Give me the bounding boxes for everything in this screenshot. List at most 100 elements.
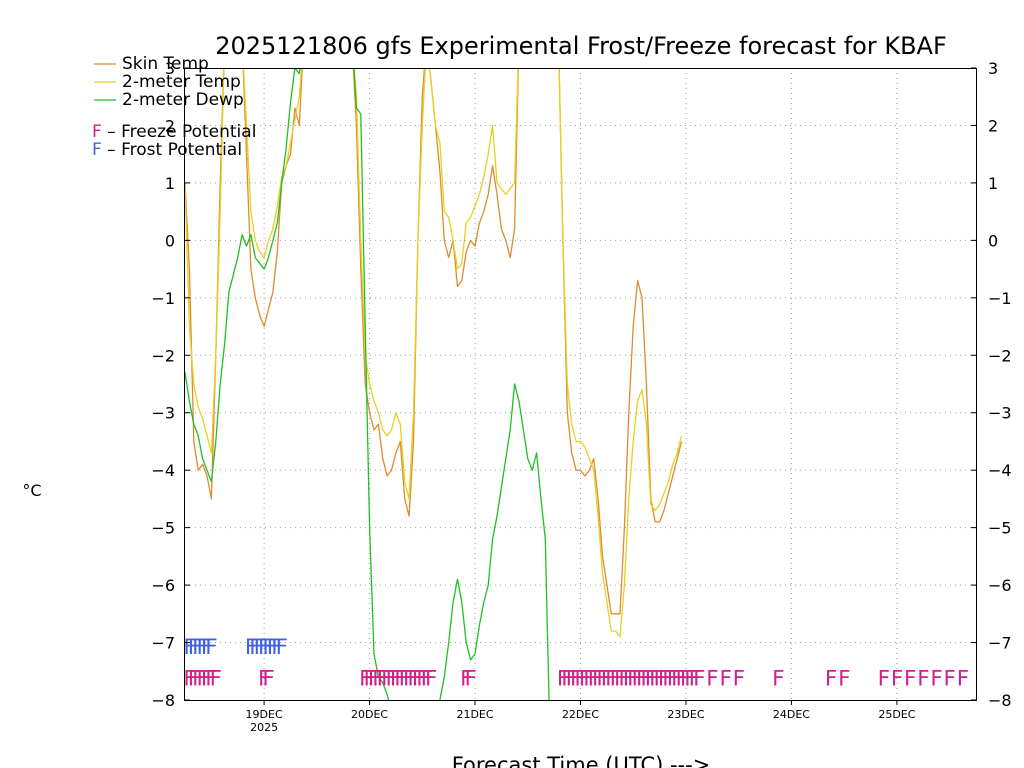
y-tick-label-left: −6 [151,576,175,595]
freeze-flag: F [693,667,706,691]
freeze-flag: F [649,667,662,691]
freeze-flag: F [662,667,675,691]
y-tick-label-right: −7 [988,634,1012,653]
grid [185,68,976,700]
series-line-skin-temp [185,68,683,615]
freeze-flag: F [772,667,785,691]
freeze-flag: F [653,667,666,691]
freeze-flag: F [407,667,420,691]
freeze-flag: F [359,667,372,691]
freeze-flag: F [877,667,890,691]
frost-flag: F [192,635,205,659]
freeze-flag: F [398,667,411,691]
y-tick-label-left: 3 [165,59,175,78]
freeze-flag: F [719,667,732,691]
y-tick-label-right: 1 [988,174,998,193]
x-axis-label: Forecast Time (UTC) ---> [452,753,711,768]
freeze-flag: F [636,667,649,691]
frost-flag: F [196,635,209,659]
y-axis-label: °C [22,481,41,500]
frost-flag: F [249,635,262,659]
frost-flag: F [187,635,200,659]
freeze-flag: F [825,667,838,691]
y-tick-label-right: 2 [988,116,998,135]
freeze-flag: F [425,667,438,691]
freeze-flag: F [372,667,385,691]
frost-flag: F [253,635,266,659]
freeze-flag: F [671,667,684,691]
legend-label: F – Freeze Potential [92,122,256,142]
legend-label: 2-meter Dewp [122,90,244,110]
freeze-flag: F [666,667,679,691]
x-tick-label: 19DEC [246,708,283,721]
freeze-flag: F [570,667,583,691]
freeze-flag: F [956,667,969,691]
y-tick-label-left: −7 [151,634,175,653]
y-tick-label-left: −5 [151,519,175,538]
freeze-flag: F [557,667,570,691]
legend-label: 2-meter Temp [122,72,241,92]
frost-flag: F [275,635,288,659]
series-line-2-meter-dewp [185,68,550,700]
freeze-flag: F [706,667,719,691]
y-tick-label-left: −2 [151,346,175,365]
y-tick-label-left: 2 [165,116,175,135]
chart-title: 2025121806 gfs Experimental Frost/Freeze… [215,32,947,60]
freeze-flag: F [583,667,596,691]
freeze-flag: F [609,667,622,691]
freeze-flag: F [675,667,688,691]
series-line-2-meter-temp [185,68,683,638]
x-tick-label: 21DEC [456,708,493,721]
y-tick-label-right: −6 [988,576,1012,595]
frost-flag: F [205,635,218,659]
frost-flag: F [183,635,196,659]
freeze-flag: F [209,667,222,691]
freeze-flag: F [183,667,196,691]
y-tick-label-left: −3 [151,404,175,423]
y-tick-label-left: −1 [151,289,175,308]
freeze-flag: F [403,667,416,691]
x-tick-sublabel: 2025 [250,721,278,734]
axes: −8 −8 −7 −7 −6 −6 −5 −5 −4 −4 −3 −3 −2 −2 −1 −1 0 0 1 1 2 2 3 3… [151,59,1011,734]
freeze-flag: F [917,667,930,691]
y-tick-label-right: −2 [988,346,1012,365]
freeze-flag: F [631,667,644,691]
freeze-flag: F [394,667,407,691]
x-tick-label: 22DEC [562,708,599,721]
x-tick-label: 24DEC [773,708,810,721]
freeze-flag: F [579,667,592,691]
freeze-flag: F [618,667,631,691]
frost-flag: F [245,635,258,659]
freeze-flag: F [363,667,376,691]
frost-flag: F [262,635,275,659]
y-tick-label-left: 0 [165,231,175,250]
freeze-flag: F [205,667,218,691]
y-tick-label-right: 0 [988,231,998,250]
freeze-flag: F [561,667,574,691]
freeze-flag: F [592,667,605,691]
freeze-flag: F [904,667,917,691]
freeze-flag: F [420,667,433,691]
y-tick-label-right: −5 [988,519,1012,538]
x-tick-label: 25DEC [878,708,915,721]
freeze-flag: F [943,667,956,691]
freeze-flag: F [262,667,275,691]
freeze-flag: F [587,667,600,691]
freeze-flag: F [614,667,627,691]
freeze-flag: F [416,667,429,691]
freeze-flag: F [201,667,214,691]
freeze-flag: F [688,667,701,691]
series-lines [185,68,683,700]
freeze-flag: F [601,667,614,691]
freeze-flag: F [381,667,394,691]
freeze-flag: F [627,667,640,691]
freeze-flag: F [258,667,271,691]
freeze-flag: F [565,667,578,691]
y-tick-label-right: −4 [988,461,1012,480]
y-tick-label-left: 1 [165,174,175,193]
freeze-flag: F [930,667,943,691]
freeze-flag: F [390,667,403,691]
